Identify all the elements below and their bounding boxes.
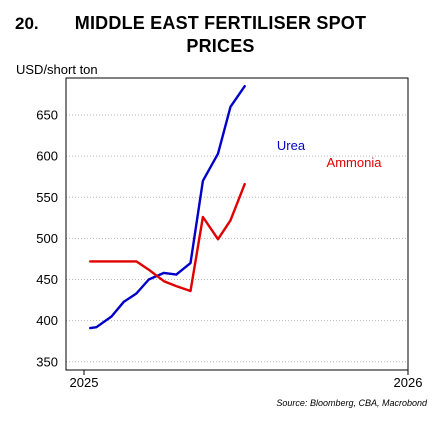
y-tick-label-600: 600	[36, 149, 58, 164]
y-tick-label-400: 400	[36, 313, 58, 328]
series-line-urea	[88, 84, 246, 330]
x-tick-label-2026: 2026	[394, 375, 423, 390]
series-label-urea: Urea	[277, 138, 306, 153]
chart-title-line-1: MIDDLE EAST FERTILISER SPOT	[74, 13, 367, 33]
chart-title: MIDDLE EAST FERTILISER SPOT PRICES	[0, 12, 441, 58]
y-axis-unit-label: USD/short ton	[16, 62, 98, 77]
figure-number: 20.	[15, 14, 39, 33]
y-tick-label-500: 500	[36, 231, 58, 246]
series-line-ammonia	[88, 182, 246, 293]
plot-frame	[65, 77, 409, 371]
source-note: Source: Bloomberg, CBA, Macrobond	[276, 398, 427, 408]
y-tick-label-450: 450	[36, 272, 58, 287]
y-tick-label-650: 650	[36, 108, 58, 123]
chart-title-line-2: PRICES	[186, 36, 255, 56]
series-label-ammonia: Ammonia	[327, 155, 383, 170]
y-tick-label-350: 350	[36, 354, 58, 369]
y-tick-label-550: 550	[36, 190, 58, 205]
x-tick-label-2025: 2025	[70, 375, 99, 390]
